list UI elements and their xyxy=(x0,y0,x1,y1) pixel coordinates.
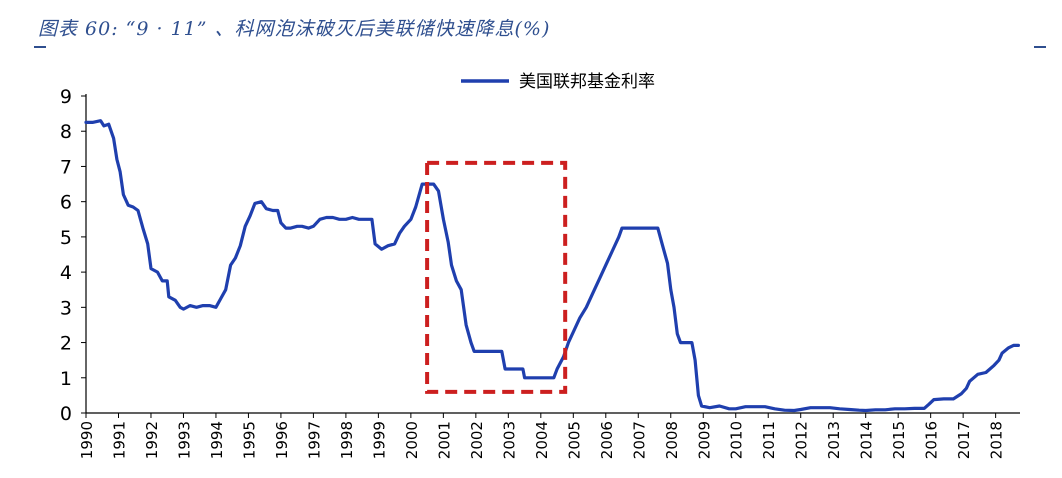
y-tick-label-9: 9 xyxy=(60,86,72,108)
figure-title: 图表 60: “9 · 11” 、科网泡沫破灭后美联储快速降息(%) xyxy=(38,18,551,40)
x-tick-label-1995: 1995 xyxy=(240,421,258,459)
x-tick-label-2013: 2013 xyxy=(825,421,843,459)
legend: 美国联邦基金利率 xyxy=(461,72,655,92)
x-tick-label-2014: 2014 xyxy=(858,421,876,459)
x-tick-label-1996: 1996 xyxy=(273,421,291,459)
x-tick-label-1999: 1999 xyxy=(370,421,388,459)
y-tick-label-0: 0 xyxy=(60,403,72,425)
y-axis: 0 1 2 3 4 5 6 7 8 9 xyxy=(60,86,87,425)
x-tick-label-1998: 1998 xyxy=(338,421,356,459)
x-tick-label-2007: 2007 xyxy=(630,421,648,459)
x-tick-label-2001: 2001 xyxy=(435,421,453,459)
x-tick-label-1994: 1994 xyxy=(208,421,226,459)
y-tick-label-8: 8 xyxy=(60,121,72,143)
y-tick-label-1: 1 xyxy=(60,368,72,390)
y-tick-label-7: 7 xyxy=(60,156,72,178)
x-tick-label-2016: 2016 xyxy=(923,421,941,459)
x-tick-label-2018: 2018 xyxy=(988,421,1006,459)
x-tick-label-2004: 2004 xyxy=(533,421,551,459)
x-tick-label-2003: 2003 xyxy=(500,421,518,459)
x-tick-label-2009: 2009 xyxy=(695,421,713,459)
x-tick-label-1991: 1991 xyxy=(110,421,128,459)
y-tick-label-4: 4 xyxy=(60,262,72,284)
y-tick-label-6: 6 xyxy=(60,192,72,214)
series-layer xyxy=(84,119,1020,413)
x-tick-label-2012: 2012 xyxy=(793,421,811,459)
x-tick-label-2015: 2015 xyxy=(890,421,908,459)
corner-mark-left xyxy=(34,46,46,48)
x-tick-label-2010: 2010 xyxy=(728,421,746,459)
y-tick-label-5: 5 xyxy=(60,227,72,249)
y-tick-label-3: 3 xyxy=(60,297,72,319)
x-tick-label-1993: 1993 xyxy=(175,421,193,459)
x-tick-label-2008: 2008 xyxy=(663,421,681,459)
legend-label-0: 美国联邦基金利率 xyxy=(519,72,655,92)
x-tick-label-1997: 1997 xyxy=(305,421,323,459)
x-tick-label-2005: 2005 xyxy=(565,421,583,459)
x-tick-label-2011: 2011 xyxy=(760,421,778,459)
x-tick-label-1992: 1992 xyxy=(143,421,161,459)
series-line-0 xyxy=(84,119,1020,413)
x-tick-label-2006: 2006 xyxy=(598,421,616,459)
highlight-box-layer xyxy=(425,160,568,394)
x-tick-label-2000: 2000 xyxy=(403,421,421,459)
x-tick-label-2017: 2017 xyxy=(955,421,973,459)
y-tick-label-2: 2 xyxy=(60,333,72,355)
x-tick-label-1990: 1990 xyxy=(78,421,96,459)
x-tick-label-2002: 2002 xyxy=(468,421,486,459)
x-axis: 1990 1991 1992 1993 1994 1995 1996 1997 1998 1999… xyxy=(78,412,1020,459)
highlight-box xyxy=(425,160,568,394)
corner-mark-right xyxy=(1034,46,1046,48)
